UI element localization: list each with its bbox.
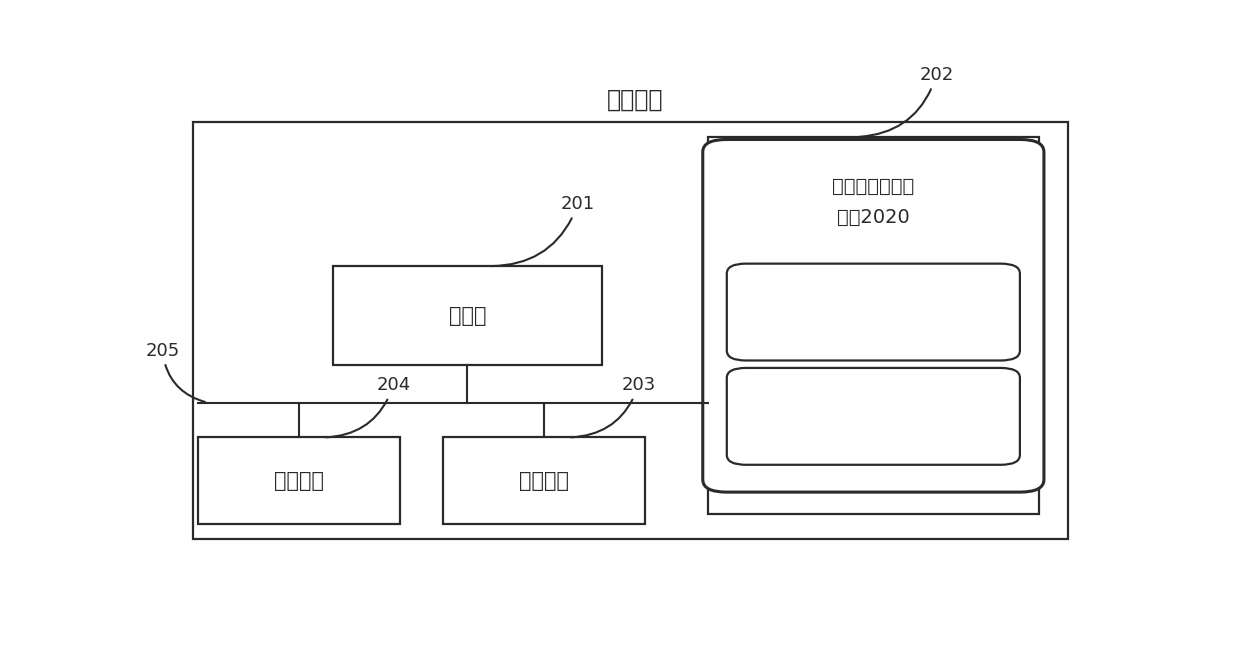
- Text: 用户接口: 用户接口: [520, 471, 569, 491]
- FancyBboxPatch shape: [198, 437, 401, 524]
- FancyBboxPatch shape: [193, 122, 1068, 539]
- Text: 205: 205: [145, 341, 205, 402]
- Text: 电子设备: 电子设备: [608, 88, 663, 112]
- FancyBboxPatch shape: [332, 266, 601, 366]
- Text: 内窥镜图像处理
装置2020: 内窥镜图像处理 装置2020: [832, 177, 914, 226]
- FancyBboxPatch shape: [727, 368, 1019, 465]
- Text: 201: 201: [491, 195, 595, 266]
- Text: 203: 203: [572, 376, 656, 437]
- Text: 存储器: 存储器: [854, 150, 892, 170]
- Text: 信息传输模块2081: 信息传输模块2081: [813, 407, 934, 426]
- Text: 网络接口: 网络接口: [274, 471, 324, 491]
- Text: 202: 202: [859, 66, 954, 137]
- FancyBboxPatch shape: [727, 264, 1019, 361]
- FancyBboxPatch shape: [708, 137, 1039, 515]
- Text: 204: 204: [326, 376, 410, 437]
- Text: 信息处理模块2082: 信息处理模块2082: [813, 303, 934, 322]
- Text: 处理器: 处理器: [449, 306, 486, 326]
- FancyBboxPatch shape: [444, 437, 645, 524]
- FancyBboxPatch shape: [703, 139, 1044, 492]
